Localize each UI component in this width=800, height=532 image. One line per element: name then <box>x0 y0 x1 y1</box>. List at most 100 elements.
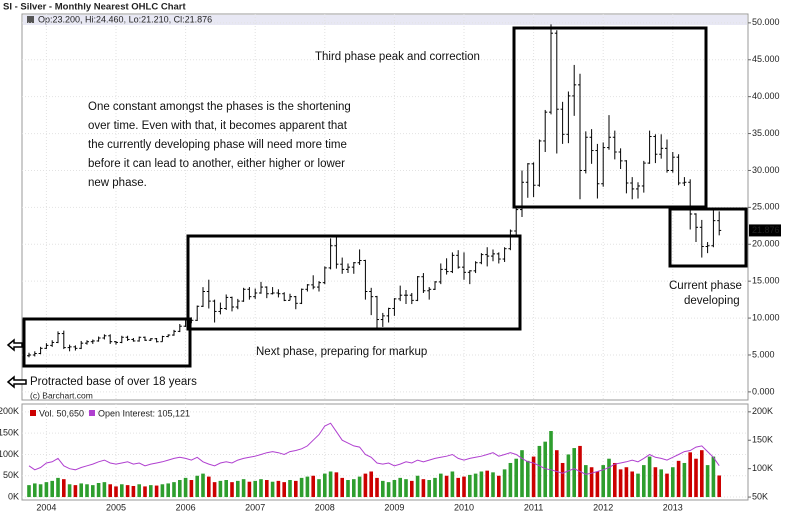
last-price-box <box>749 224 781 237</box>
volume-bar <box>717 475 721 498</box>
x-tick-label: 2009 <box>384 502 404 512</box>
legend-label: Vol. 50,650 <box>39 408 84 418</box>
volume-bar <box>439 473 443 498</box>
volume-bar <box>195 475 199 498</box>
volume-bar <box>27 485 31 498</box>
volume-bar <box>560 462 565 498</box>
y-tick-label: 45.000 <box>752 54 780 64</box>
volume-bar <box>236 480 240 498</box>
volume-bar <box>636 473 640 498</box>
source: (c) Barchart.com <box>30 390 93 400</box>
x-tick-label: 2011 <box>524 502 543 512</box>
y-tick-label: 50K <box>3 470 19 480</box>
volume-bar <box>357 476 362 498</box>
volume-bar <box>485 470 489 498</box>
volume-bar <box>294 480 298 498</box>
y-tick-label: 0K <box>8 491 19 501</box>
volume-bar <box>363 473 368 498</box>
volume-bar <box>491 472 495 498</box>
volume-bar <box>566 454 571 498</box>
volume-bar <box>317 479 321 498</box>
x-tick-label: 2008 <box>315 502 335 512</box>
volume-bar <box>172 482 176 498</box>
volume-bar <box>108 484 112 498</box>
y-tick-label: 40.000 <box>752 91 780 101</box>
volume-bar <box>421 479 426 498</box>
phase-box <box>668 207 748 268</box>
volume-bar <box>549 431 553 498</box>
phase-box <box>512 26 708 209</box>
y-tick-label: 0.000 <box>752 386 775 396</box>
volume-bar <box>572 448 576 498</box>
volume-bar <box>288 480 292 498</box>
x-tick-label: 2006 <box>176 502 196 512</box>
volume-bar <box>96 482 101 498</box>
volume-bar <box>653 467 658 498</box>
volume-bar <box>207 476 211 498</box>
volume-bar <box>323 473 327 498</box>
volume-bar <box>114 486 118 498</box>
volume-bar <box>276 480 281 498</box>
volume-bar <box>386 482 391 498</box>
arrow <box>6 338 23 352</box>
volume-bar <box>79 483 83 498</box>
volume-bar <box>676 460 681 498</box>
volume-bar <box>427 480 431 498</box>
volume-bar <box>67 484 72 498</box>
volume-bar <box>711 456 716 498</box>
volume-bar <box>508 462 513 498</box>
x-tick-label: 2012 <box>593 502 613 512</box>
volume-bar <box>247 481 252 498</box>
volume-bar <box>398 477 402 498</box>
volume-bar <box>584 465 588 498</box>
chart-title: SI - Silver - Monthly Nearest OHLC Chart <box>3 2 186 13</box>
volume-bar <box>618 469 623 498</box>
x-tick-label: 2010 <box>454 502 474 512</box>
annotation: Next phase, preparing for markup <box>256 346 427 358</box>
y-tick-label: 30.000 <box>752 165 780 175</box>
volume-bar <box>433 477 437 498</box>
volume-bar <box>189 480 194 498</box>
x-tick-label: 2013 <box>663 502 683 512</box>
volume-bar <box>502 469 507 498</box>
volume-bar <box>381 480 385 498</box>
legend-swatch <box>30 410 36 416</box>
volume-bar <box>555 450 559 498</box>
legend-swatch <box>89 410 95 416</box>
volume-bar <box>346 480 350 498</box>
volume-bar <box>468 474 472 498</box>
annotation: Protracted base of over 18 years <box>30 376 197 388</box>
phase-box <box>22 317 192 368</box>
volume-bar <box>671 467 675 498</box>
last-price-label: 21.876 <box>752 225 780 235</box>
y2-tick-label: 100K <box>752 463 773 473</box>
volume-bar <box>665 473 669 498</box>
volume-bar <box>334 472 339 498</box>
volume-bar <box>265 480 269 498</box>
volume-bar <box>270 481 275 498</box>
volume-bar <box>410 480 414 498</box>
volume-bar <box>143 486 147 498</box>
volume-bar <box>531 456 536 498</box>
volume-bar <box>340 477 344 498</box>
volume-bar <box>259 479 263 498</box>
volume-bar <box>462 476 466 498</box>
volume-bar <box>375 477 379 498</box>
volume-bar <box>218 480 223 498</box>
open-interest-line <box>28 422 720 475</box>
volume-bar <box>613 462 617 498</box>
x-tick-label: 2007 <box>245 502 265 512</box>
volume-bar <box>450 471 455 498</box>
volume-bar <box>212 482 217 498</box>
y-tick-label: 35.000 <box>752 128 780 138</box>
volume-bar <box>624 467 629 498</box>
y-tick-label: 5.000 <box>752 349 775 359</box>
phase-box <box>186 234 522 331</box>
annotation: over time. Even with that, it becomes ap… <box>88 120 348 132</box>
volume-bar <box>647 456 652 498</box>
volume-bar <box>282 482 286 498</box>
arrow <box>6 375 27 389</box>
volume-bar <box>444 475 449 498</box>
volume-bar <box>456 477 460 498</box>
volume-bar <box>56 477 60 498</box>
